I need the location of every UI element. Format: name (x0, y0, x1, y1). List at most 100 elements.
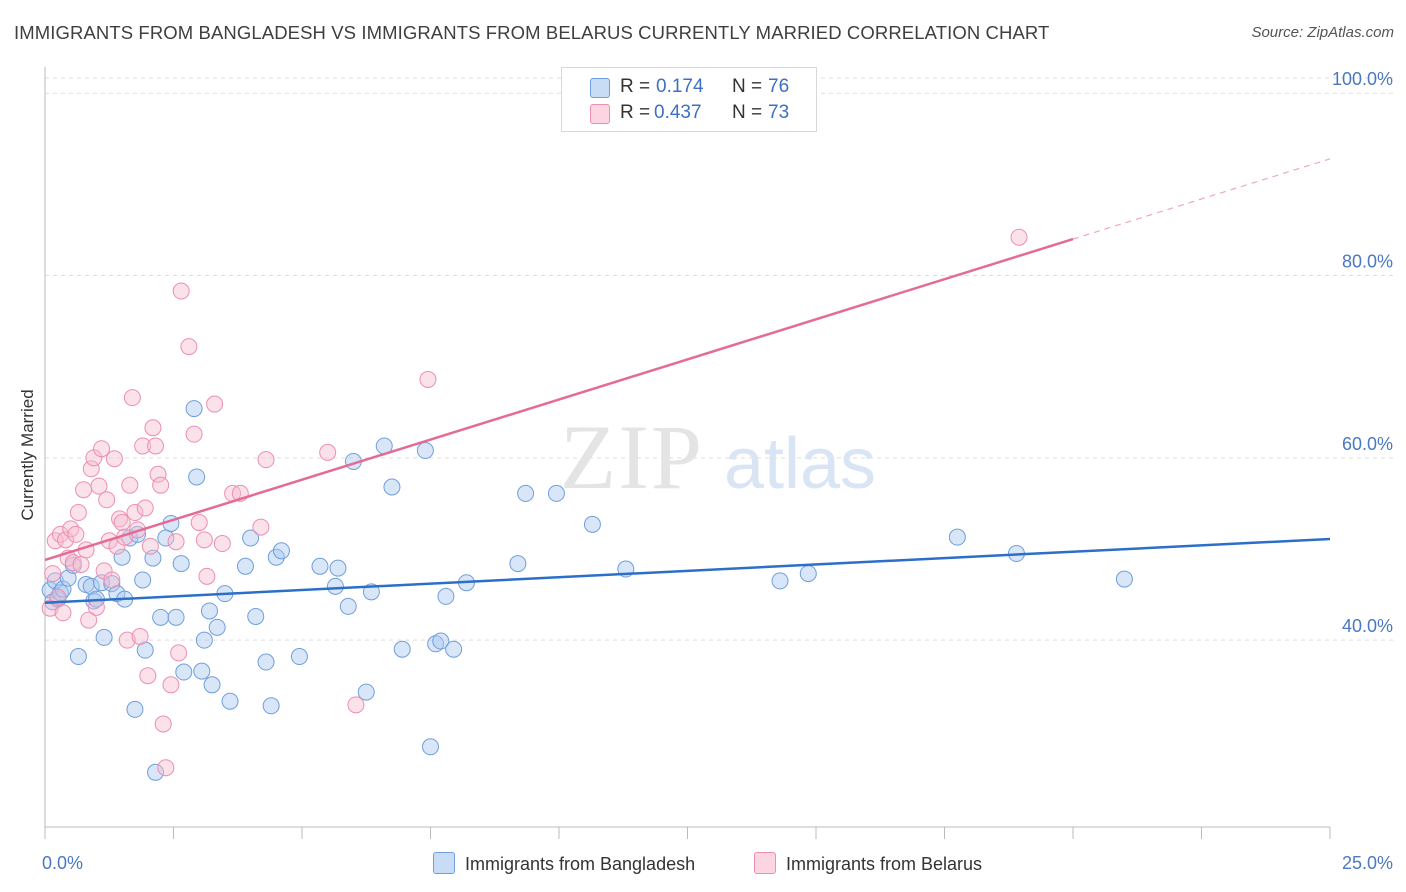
data-point-bangladesh (147, 763, 165, 781)
data-point-bangladesh (188, 468, 206, 486)
data-point-belarus (180, 338, 198, 356)
data-point-bangladesh (242, 529, 260, 547)
data-point-bangladesh (432, 632, 450, 650)
data-point-belarus (103, 571, 121, 589)
legend-swatch-bangladesh (433, 852, 455, 874)
trend-line-belarus-extrapolated (1072, 158, 1331, 240)
watermark: ZIP atlas (560, 406, 876, 508)
data-point-bangladesh (547, 484, 565, 502)
data-point-belarus (67, 525, 85, 543)
legend-item-bangladesh: Immigrants from Bangladesh (433, 852, 695, 875)
y-tick-label: 80.0% (1342, 252, 1393, 272)
data-point-belarus (82, 460, 100, 478)
data-point-belarus (57, 531, 75, 549)
data-point-belarus (72, 555, 90, 573)
data-point-belarus (118, 631, 136, 649)
data-point-bangladesh (262, 697, 280, 715)
data-point-belarus (172, 282, 190, 300)
data-point-bangladesh (329, 559, 347, 577)
data-point-belarus (80, 611, 98, 629)
bangladesh-n-value: 76 (768, 76, 790, 97)
data-point-belarus (152, 476, 170, 494)
data-point-belarus (213, 535, 231, 553)
trend-line-bangladesh (44, 537, 1331, 605)
data-point-bangladesh (437, 587, 455, 605)
data-point-bangladesh (383, 478, 401, 496)
data-point-bangladesh (272, 542, 290, 560)
data-point-bangladesh (152, 608, 170, 626)
data-point-bangladesh (247, 607, 265, 625)
x-tick-labels: 0.0% 25.0% (42, 853, 1393, 873)
trend-line-belarus (44, 237, 1074, 562)
legend-swatch-belarus (754, 852, 776, 874)
data-point-bangladesh (1115, 570, 1133, 588)
data-point-belarus (90, 477, 108, 495)
r-label: R = (620, 76, 651, 97)
data-point-belarus (113, 514, 131, 532)
legend-label-belarus: Immigrants from Belarus (786, 854, 983, 874)
data-point-bangladesh (82, 577, 100, 595)
data-point-belarus (167, 533, 185, 551)
data-point-belarus (144, 419, 162, 437)
svg-text:atlas: atlas (724, 424, 876, 504)
data-point-bangladesh (126, 700, 144, 718)
svg-text:ZIP: ZIP (560, 406, 704, 508)
belarus-r-value: 0.437 (654, 102, 702, 123)
data-point-belarus (54, 604, 72, 622)
data-point-belarus (44, 565, 62, 583)
data-point-bangladesh (195, 631, 213, 649)
bangladesh-r-value: 0.174 (656, 76, 704, 97)
source-credit: Source: ZipAtlas.com (1251, 24, 1394, 41)
data-point-bangladesh (290, 648, 308, 666)
data-point-bangladesh (185, 400, 203, 418)
grid-lines (45, 77, 1394, 641)
data-point-belarus (347, 696, 365, 714)
y-tick-label: 100.0% (1332, 69, 1393, 89)
data-point-belarus (105, 450, 123, 468)
data-point-bangladesh (445, 640, 463, 658)
data-point-bangladesh (357, 683, 375, 701)
data-point-belarus (190, 514, 208, 532)
data-point-belarus (195, 531, 213, 549)
r-label: R = (620, 102, 651, 123)
data-point-bangladesh (422, 738, 439, 756)
x-tick-label-min: 0.0% (42, 853, 83, 873)
data-point-bangladesh (583, 515, 601, 533)
data-point-belarus (126, 504, 144, 522)
data-point-belarus (257, 451, 275, 469)
data-point-belarus (319, 443, 337, 461)
y-tick-label: 40.0% (1342, 616, 1393, 636)
data-point-belarus (252, 518, 270, 536)
data-point-belarus (98, 491, 116, 509)
data-point-bangladesh (221, 692, 239, 710)
data-point-belarus (134, 437, 152, 455)
data-point-bangladesh (326, 577, 344, 595)
y-tick-labels: 40.0% 60.0% 80.0% 100.0% (1332, 69, 1393, 636)
data-point-bangladesh (311, 557, 329, 575)
data-point-bangladesh (172, 555, 190, 573)
data-point-belarus (121, 476, 139, 494)
n-label: N = (732, 102, 763, 123)
legend-item-belarus: Immigrants from Belarus (754, 852, 982, 875)
data-point-belarus (157, 759, 175, 777)
data-point-bangladesh (193, 662, 211, 680)
data-point-belarus (93, 440, 111, 458)
n-label: N = (732, 76, 763, 97)
belarus-n-value: 73 (768, 102, 790, 123)
data-point-belarus (75, 481, 93, 499)
data-point-belarus (141, 537, 159, 555)
data-point-bangladesh (175, 663, 193, 681)
belarus-swatch (590, 104, 610, 124)
data-point-belarus (198, 567, 216, 585)
data-point-belarus (162, 676, 180, 694)
series-belarus-points (41, 228, 1028, 777)
data-point-bangladesh (799, 565, 817, 583)
data-point-bangladesh (771, 572, 789, 590)
legend-label-bangladesh: Immigrants from Bangladesh (465, 854, 696, 874)
data-point-belarus (170, 644, 188, 662)
data-point-belarus (149, 465, 167, 483)
data-point-bangladesh (257, 653, 275, 671)
y-tick-label: 60.0% (1342, 434, 1393, 454)
bangladesh-swatch (590, 78, 610, 98)
